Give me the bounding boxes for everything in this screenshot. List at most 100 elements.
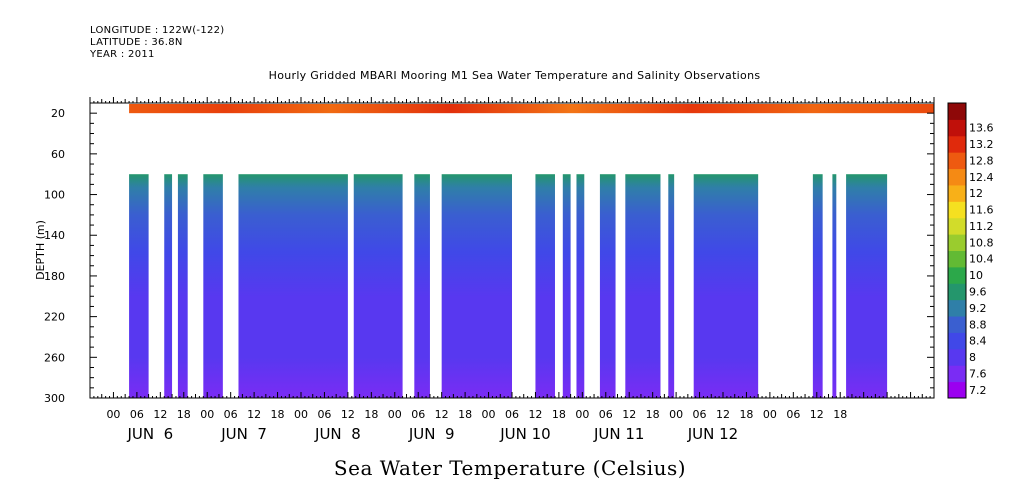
y-tick-label: 60 — [51, 148, 65, 161]
colorbar-level-label: 13.2 — [969, 138, 994, 151]
colorbar-swatch — [948, 316, 966, 333]
colorbar-level-label: 12.8 — [969, 154, 994, 167]
x-hour-label: 18 — [833, 408, 847, 421]
colorbar-swatch — [948, 266, 966, 284]
colorbar-level-label: 11.6 — [969, 204, 994, 217]
y-tick-label: 220 — [44, 311, 65, 324]
x-hour-label: 00 — [294, 408, 308, 421]
deep-temperature-segment-10 — [562, 174, 571, 398]
y-tick-label: 180 — [44, 270, 65, 283]
x-day-label: JUN 6 — [126, 425, 173, 443]
x-day-label: JUN 7 — [220, 425, 267, 443]
deep-temperature-segment-3 — [177, 174, 188, 398]
deep-temperature-segment-15 — [693, 174, 759, 398]
deep-temperature-segment-14 — [668, 174, 675, 398]
deep-temperature-segment-5 — [238, 174, 348, 398]
x-hour-label: 12 — [153, 408, 167, 421]
colorbar-level-label: 8 — [969, 351, 976, 364]
colorbar-frame — [947, 102, 967, 399]
x-hour-label: 00 — [669, 408, 683, 421]
x-hour-label: 12 — [716, 408, 730, 421]
x-hour-label: 12 — [622, 408, 636, 421]
y-tick-label: 260 — [44, 351, 65, 364]
colorbar-swatch — [948, 250, 966, 268]
colorbar-swatch — [948, 234, 966, 251]
colorbar-level-label: 11.2 — [969, 220, 994, 233]
x-hour-label: 06 — [786, 408, 800, 421]
deep-temperature-segment-18 — [846, 174, 888, 398]
colorbar-swatch — [948, 283, 966, 301]
x-hour-label: 06 — [224, 408, 238, 421]
deep-temperature-segment-11 — [576, 174, 585, 398]
y-tick-label: 140 — [44, 229, 65, 242]
deep-temperature-segment-8 — [441, 174, 512, 398]
x-axis-title: Sea Water Temperature (Celsius) — [333, 456, 687, 480]
colorbar-level-label: 10.4 — [969, 253, 994, 266]
colorbar-swatch — [948, 103, 966, 120]
colorbar-swatch — [948, 184, 966, 202]
colorbar-level-label: 10 — [969, 269, 983, 282]
year-label: YEAR : 2011 — [90, 49, 155, 60]
x-day-label: JUN 11 — [593, 425, 644, 443]
colorbar-level-label: 9.2 — [969, 302, 987, 315]
colorbar-swatch — [948, 365, 966, 383]
deep-temperature-segment-12 — [599, 174, 616, 398]
y-tick-label: 20 — [51, 107, 65, 120]
deep-temperature-segment-1 — [129, 174, 149, 398]
x-hour-label: 18 — [364, 408, 378, 421]
y-axis-title: DEPTH (m) — [34, 220, 47, 280]
deep-temperature-segment-4 — [203, 174, 223, 398]
deep-temperature-segment-6 — [353, 174, 403, 398]
colorbar-swatch — [948, 119, 966, 137]
x-hour-label: 06 — [693, 408, 707, 421]
x-hour-label: 00 — [106, 408, 120, 421]
latitude-label: LATITUDE : 36.8N — [90, 37, 183, 48]
axes-layer: 20 60 100 140 180 220 260 300 DEPTH (m) 00 06 12 18 0… — [34, 97, 935, 443]
colorbar-level-label: 12.4 — [969, 171, 994, 184]
deep-temperature-segment-16 — [812, 174, 823, 398]
y-tick-label: 300 — [44, 392, 65, 405]
x-day-label: JUN 12 — [687, 425, 738, 443]
y-tick-label: 100 — [44, 189, 65, 202]
colorbar-swatch — [948, 168, 966, 186]
x-hour-label: 06 — [505, 408, 519, 421]
colorbar-swatch — [948, 348, 966, 366]
x-hour-label: 06 — [317, 408, 331, 421]
x-hour-label: 18 — [177, 408, 191, 421]
x-hour-label: 00 — [388, 408, 402, 421]
colorbar-swatch — [948, 381, 966, 399]
x-hour-label: 06 — [130, 408, 144, 421]
x-hour-label: 12 — [247, 408, 261, 421]
x-hour-label: 12 — [810, 408, 824, 421]
x-hour-label: 18 — [552, 408, 566, 421]
x-hour-label: 12 — [528, 408, 542, 421]
deep-temperature-segment-9 — [535, 174, 555, 398]
x-hour-label: 00 — [482, 408, 496, 421]
deep-temperature-segment-17 — [832, 174, 837, 398]
x-hour-label: 18 — [271, 408, 285, 421]
x-hour-label: 18 — [739, 408, 753, 421]
deep-temperature-segment-2 — [164, 174, 173, 398]
x-hour-label: 06 — [599, 408, 613, 421]
x-hour-label: 00 — [575, 408, 589, 421]
x-hour-label: 12 — [435, 408, 449, 421]
deep-temperature-segment-7 — [414, 174, 430, 398]
colorbar-swatch — [948, 299, 966, 317]
longitude-label: LONGITUDE : 122W(-122) — [90, 25, 225, 36]
x-hour-label: 18 — [646, 408, 660, 421]
colorbar: 7.2 7.6 8 8.4 8.8 9.2 9.6 10 10.4 10.8 11.2 11.6 12 1… — [947, 102, 994, 399]
x-hour-label: 18 — [458, 408, 472, 421]
colorbar-level-label: 8.4 — [969, 335, 987, 348]
surface-temperature-band — [129, 104, 934, 114]
colorbar-swatch — [948, 152, 966, 170]
x-day-label: JUN 10 — [499, 425, 550, 443]
colorbar-swatch — [948, 332, 966, 350]
colorbar-level-label: 12 — [969, 187, 983, 200]
colorbar-level-label: 8.8 — [969, 318, 987, 331]
colorbar-level-label: 9.6 — [969, 285, 987, 298]
x-day-label: JUN 9 — [408, 425, 455, 443]
x-day-label: JUN 8 — [314, 425, 361, 443]
colorbar-swatch — [948, 217, 966, 235]
colorbar-level-label: 10.8 — [969, 236, 994, 249]
